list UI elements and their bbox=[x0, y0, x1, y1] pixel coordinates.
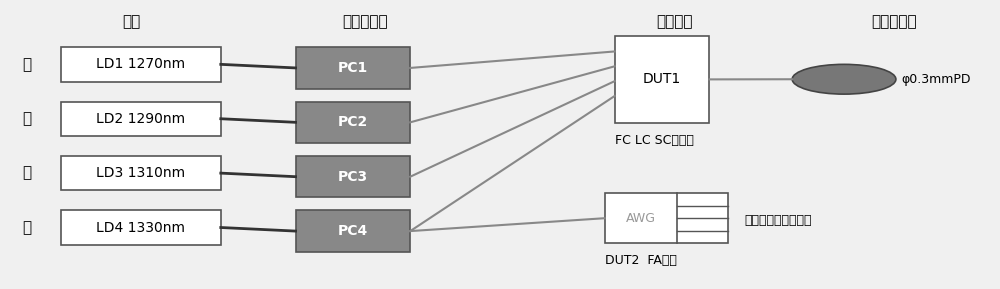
Bar bbox=[296, 101, 410, 143]
Bar bbox=[61, 210, 221, 245]
Text: LD1 1270nm: LD1 1270nm bbox=[96, 57, 186, 71]
Bar bbox=[296, 156, 410, 197]
Bar bbox=[605, 193, 728, 243]
Circle shape bbox=[792, 64, 896, 94]
Text: 光电探测器: 光电探测器 bbox=[871, 14, 917, 29]
Bar bbox=[61, 101, 221, 136]
Text: LD2 1290nm: LD2 1290nm bbox=[96, 112, 186, 126]
Text: PC2: PC2 bbox=[338, 115, 368, 129]
Text: DUT2  FA接口: DUT2 FA接口 bbox=[605, 254, 677, 267]
Text: 统: 统 bbox=[22, 111, 31, 126]
Bar bbox=[61, 156, 221, 190]
Text: 传: 传 bbox=[22, 57, 31, 72]
Text: LD3 1310nm: LD3 1310nm bbox=[96, 166, 186, 180]
Text: LD4 1330nm: LD4 1330nm bbox=[96, 221, 186, 234]
Text: 被测器件: 被测器件 bbox=[656, 14, 693, 29]
Bar bbox=[296, 210, 410, 252]
Text: 偏振控制器: 偏振控制器 bbox=[343, 14, 388, 29]
Text: 装: 装 bbox=[22, 166, 31, 181]
Text: AWG: AWG bbox=[626, 212, 656, 225]
Bar bbox=[615, 36, 709, 123]
Text: 光源: 光源 bbox=[122, 14, 140, 29]
Text: 测试困难或无法测试: 测试困难或无法测试 bbox=[744, 214, 812, 227]
Text: DUT1: DUT1 bbox=[643, 72, 681, 86]
Text: PC4: PC4 bbox=[338, 224, 368, 238]
Text: 置: 置 bbox=[22, 220, 31, 235]
Text: φ0.3mmPD: φ0.3mmPD bbox=[901, 73, 970, 86]
Text: PC3: PC3 bbox=[338, 170, 368, 184]
Bar bbox=[296, 47, 410, 89]
Bar bbox=[61, 47, 221, 81]
Text: FC LC SC等接口: FC LC SC等接口 bbox=[615, 134, 694, 147]
Text: PC1: PC1 bbox=[338, 61, 368, 75]
